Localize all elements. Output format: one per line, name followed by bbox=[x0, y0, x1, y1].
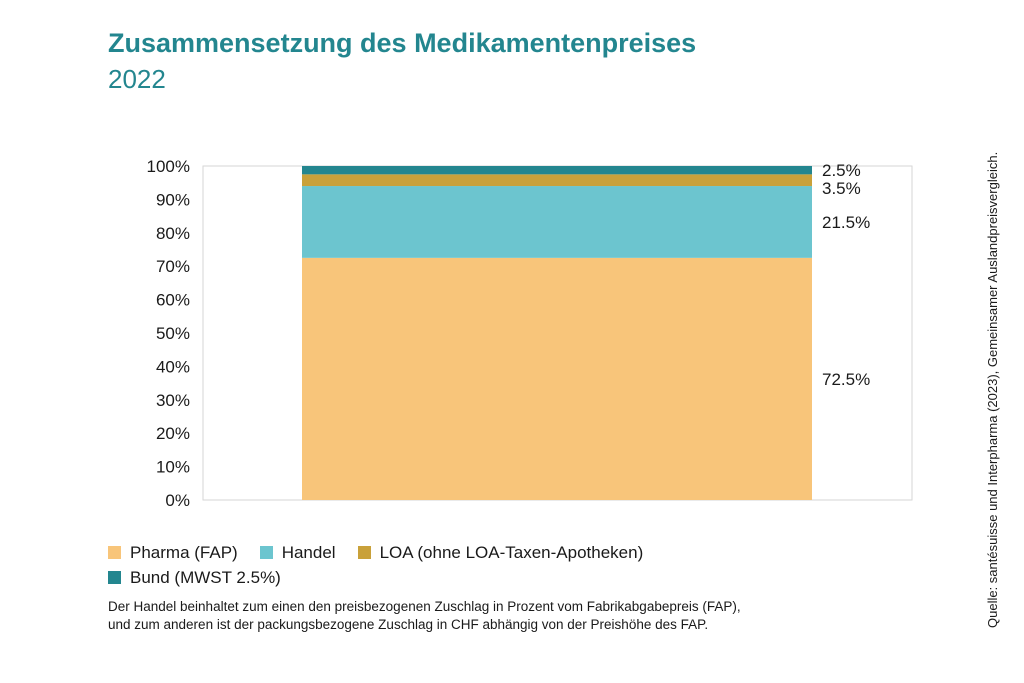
legend-label-handel: Handel bbox=[281, 542, 336, 562]
source-note: Quelle: santésuisse und Interpharma (202… bbox=[985, 151, 1000, 628]
stacked-bar-chart: 0% 10% 20% 30% 40% 50% 60% 70% 80% 90% 100% 72.5% 2… bbox=[147, 157, 913, 510]
legend-row-2: Bund (MWST 2.5%) bbox=[108, 565, 908, 590]
legend-item-handel: Handel bbox=[259, 542, 336, 563]
bar-segment-handel bbox=[302, 186, 812, 258]
bar-segment-bund-mwst-2-5 bbox=[302, 166, 812, 175]
data-label: 2.5% bbox=[822, 161, 861, 180]
y-tick-label: 20% bbox=[156, 424, 190, 443]
data-labels: 72.5% 21.5% 3.5%2.5% bbox=[822, 161, 870, 389]
legend-item-bund: Bund (MWST 2.5%) bbox=[108, 568, 281, 588]
y-tick-label: 50% bbox=[156, 324, 190, 343]
legend-label-pharma: Pharma (FAP) bbox=[130, 542, 238, 562]
bar-segment-pharma-fap bbox=[302, 257, 812, 500]
legend: Pharma (FAP) Handel LOA (ohne LOA-Taxen-… bbox=[108, 540, 908, 590]
legend-swatch-bund bbox=[108, 571, 121, 584]
y-tick-label: 40% bbox=[156, 357, 190, 376]
y-tick-label: 80% bbox=[156, 224, 190, 243]
legend-row-1: Pharma (FAP) Handel LOA (ohne LOA-Taxen-… bbox=[108, 540, 908, 565]
footnote: Der Handel beinhaltet zum einen den prei… bbox=[108, 598, 741, 634]
footnote-line-2: und zum anderen ist der packungsbezogene… bbox=[108, 617, 709, 632]
legend-swatch-loa bbox=[357, 546, 371, 559]
legend-swatch-handel bbox=[259, 546, 273, 559]
legend-item-loa: LOA (ohne LOA-Taxen-Apotheken) bbox=[357, 542, 644, 563]
y-tick-label: 30% bbox=[156, 391, 190, 410]
chart-title: Zusammensetzung des Medikamentenpreises bbox=[108, 28, 697, 58]
data-label: 3.5% bbox=[822, 179, 861, 198]
y-tick-label: 90% bbox=[156, 190, 190, 209]
bar-segments bbox=[302, 166, 812, 500]
y-tick-label: 60% bbox=[156, 291, 190, 310]
y-axis-ticks: 0% 10% 20% 30% 40% 50% 60% 70% 80% 90% 100% bbox=[147, 157, 190, 510]
legend-swatch-pharma bbox=[108, 546, 121, 559]
data-label: 21.5% bbox=[822, 213, 870, 232]
legend-label-loa: LOA (ohne LOA-Taxen-Apotheken) bbox=[379, 542, 644, 562]
y-tick-label: 100% bbox=[147, 157, 190, 176]
legend-label-bund: Bund (MWST 2.5%) bbox=[130, 567, 281, 587]
chart-subtitle: 2022 bbox=[108, 64, 166, 94]
bar-segment-loa-ohne-loa-taxen-apotheken bbox=[302, 174, 812, 187]
y-tick-label: 70% bbox=[156, 257, 190, 276]
footnote-line-1: Der Handel beinhaltet zum einen den prei… bbox=[108, 599, 741, 614]
y-tick-label: 0% bbox=[165, 491, 190, 510]
data-label: 72.5% bbox=[822, 370, 870, 389]
y-tick-label: 10% bbox=[156, 458, 190, 477]
legend-item-pharma: Pharma (FAP) bbox=[108, 543, 238, 563]
